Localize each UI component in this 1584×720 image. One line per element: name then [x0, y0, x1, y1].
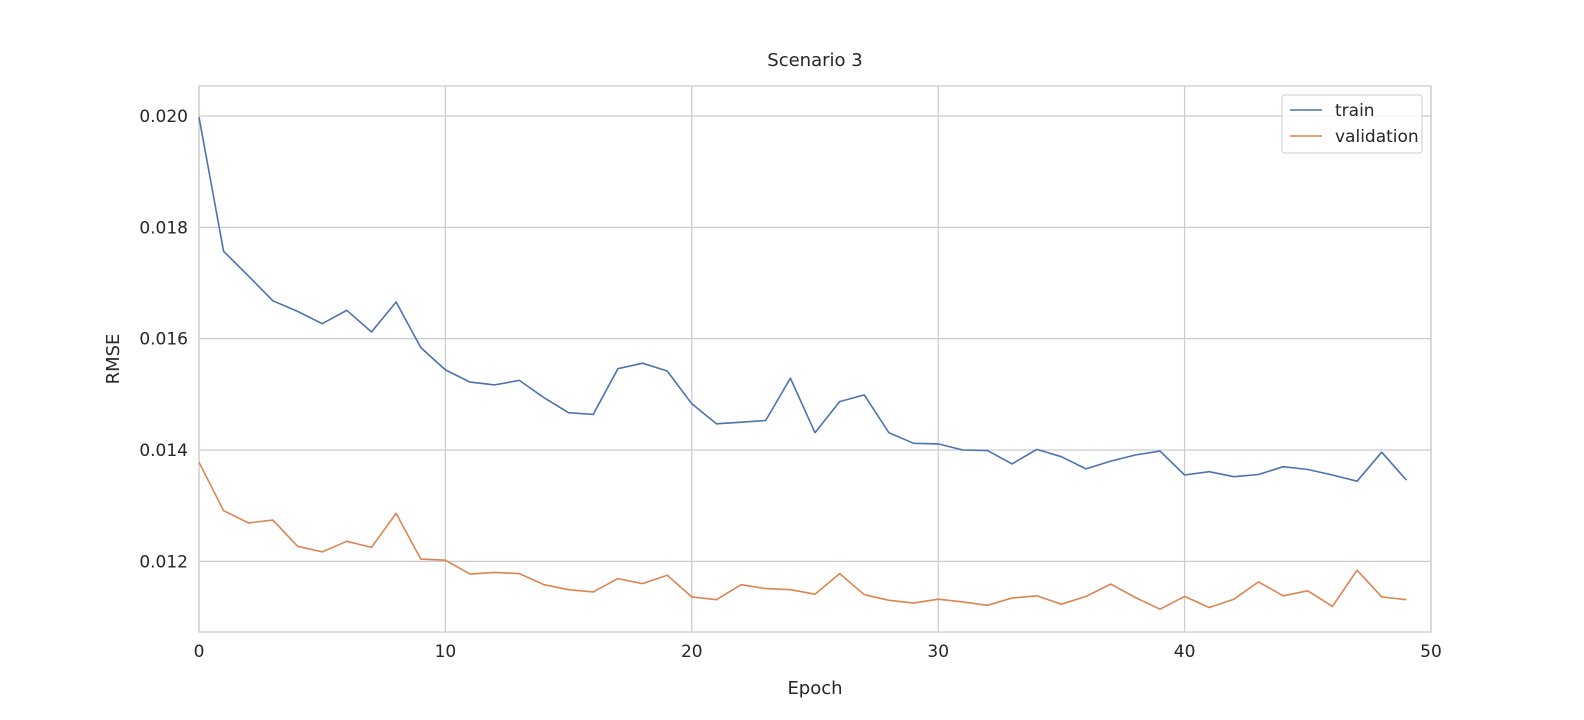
- x-tick-label: 50: [1420, 642, 1442, 662]
- x-tick-label: 20: [681, 642, 703, 662]
- train-series-line: [198, 117, 1407, 483]
- grid: [198, 86, 1432, 632]
- x-tick-label: 40: [1174, 642, 1196, 662]
- legend: train validation: [1281, 94, 1423, 154]
- legend-label-train: train: [1335, 101, 1375, 121]
- chart-title: Scenario 3: [767, 50, 862, 71]
- y-tick-label: 0.020: [139, 107, 188, 127]
- x-axis-title: Epoch: [787, 678, 842, 699]
- y-tick-label: 0.012: [139, 552, 188, 572]
- y-axis-title: RMSE: [103, 334, 124, 385]
- plot-area-frame: [198, 85, 1432, 633]
- x-tick-label: 10: [435, 642, 457, 662]
- x-tick-label: 0: [194, 642, 205, 662]
- legend-label-validation: validation: [1335, 127, 1419, 147]
- tick-labels: 0 10 20 30 40 50 0.012 0.014 0.016 0.018 0.020: [139, 107, 1441, 662]
- x-tick-label: 30: [927, 642, 949, 662]
- validation-series-line: [198, 461, 1407, 611]
- y-tick-label: 0.018: [139, 218, 188, 238]
- y-tick-label: 0.014: [139, 441, 188, 461]
- y-tick-label: 0.016: [139, 330, 188, 350]
- series-lines: [198, 117, 1407, 611]
